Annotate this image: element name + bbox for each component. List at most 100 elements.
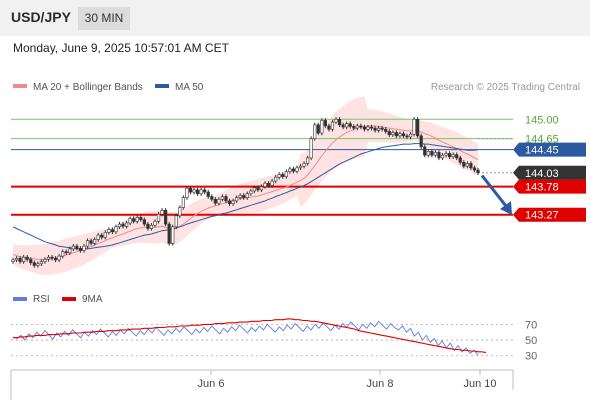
- candle-body: [366, 126, 370, 130]
- candle-body: [412, 119, 416, 135]
- candle-body: [220, 196, 225, 200]
- moving-averages: [12, 125, 479, 260]
- x-axis-ticks: Jun 6 Jun 8 Jun 10: [198, 370, 497, 390]
- candle-body: [320, 120, 324, 134]
- candle-body: [387, 131, 391, 136]
- level-badge-143.78: [513, 179, 586, 194]
- candle-body: [224, 196, 228, 202]
- candle-body: [369, 126, 374, 129]
- forecast-arrow-head: [500, 201, 512, 216]
- candle-body: [46, 256, 51, 260]
- level-lines: [11, 118, 513, 216]
- candle-body: [341, 124, 345, 128]
- candle-body: [114, 226, 118, 233]
- candle-body: [85, 240, 90, 247]
- candle-body: [117, 223, 122, 228]
- candle-body: [153, 221, 157, 226]
- timestamp: Monday, June 9, 2025 10:57:01 AM CET: [13, 41, 229, 55]
- candle-body: [345, 123, 349, 128]
- candle-body: [43, 259, 47, 262]
- level-badge-144.45: [513, 142, 586, 157]
- candle-body: [433, 152, 438, 156]
- candle-body: [408, 133, 413, 138]
- candle-body: [124, 222, 129, 227]
- candle-body: [171, 226, 175, 244]
- candle-body: [121, 223, 125, 227]
- candle-body: [455, 154, 459, 159]
- candle-body: [476, 169, 480, 174]
- x-tick-label: Jun 8: [367, 378, 394, 390]
- candle-body: [231, 200, 235, 204]
- candle-body: [142, 219, 146, 225]
- candle-body: [377, 127, 381, 131]
- candle-body: [71, 245, 75, 250]
- candle-body: [227, 200, 232, 204]
- candle-body: [25, 256, 29, 260]
- ma9-legend-label: 9MA: [82, 294, 103, 305]
- forecast-arrow: [480, 174, 512, 216]
- candle-body: [465, 163, 469, 167]
- candle-body: [50, 256, 54, 259]
- candle-body: [259, 186, 264, 191]
- candle-body: [419, 135, 423, 148]
- candle-body: [53, 257, 58, 261]
- ma50-legend-label: MA 50: [175, 82, 204, 93]
- candle-body: [274, 176, 278, 182]
- candle-body: [174, 215, 178, 228]
- ma20-legend-label: MA 20 + Bollinger Bands: [33, 82, 143, 93]
- candle-body: [316, 124, 320, 134]
- candle-body: [39, 261, 43, 265]
- candle-body: [128, 218, 132, 224]
- candle-body: [75, 245, 79, 249]
- candle-body: [160, 210, 164, 215]
- candle-body: [362, 126, 367, 130]
- rsi-line: [12, 320, 479, 356]
- candle-body: [93, 239, 97, 244]
- candle-body: [82, 245, 86, 251]
- candle-body: [213, 198, 217, 204]
- rsi-tick-30: 30: [525, 351, 537, 363]
- rsi-tick-50: 50: [525, 335, 537, 347]
- candle-body: [270, 180, 274, 186]
- candle-body: [167, 223, 171, 244]
- candle-body: [352, 126, 356, 129]
- candle-body: [249, 190, 253, 195]
- candle-body: [107, 229, 111, 233]
- candle-body: [284, 171, 288, 177]
- candle-body: [235, 197, 239, 202]
- level-badge-144.03: [513, 165, 586, 180]
- candle-body: [298, 165, 303, 169]
- ma50-legend-swatch: [155, 84, 169, 88]
- candle-body: [398, 133, 402, 137]
- ma50-line: [12, 143, 479, 250]
- candle-body: [195, 189, 200, 195]
- candle-body: [405, 135, 409, 138]
- candle-body: [18, 257, 22, 262]
- candle-body: [245, 193, 249, 198]
- candle-body: [206, 191, 210, 197]
- candle-body: [423, 146, 427, 156]
- candle-body: [462, 162, 466, 167]
- candle-body: [458, 157, 462, 163]
- candle-body: [14, 257, 19, 261]
- candle-body: [448, 153, 452, 158]
- level-badge-143.27: [513, 207, 586, 222]
- candle-body: [61, 251, 65, 257]
- rsi-tick-70: 70: [525, 319, 537, 331]
- candle-body: [203, 189, 207, 193]
- candle-body: [96, 234, 100, 240]
- candle-body: [295, 167, 299, 172]
- timeframe-button[interactable]: 30 MIN: [78, 7, 130, 30]
- candle-body: [110, 229, 114, 233]
- candle-body: [199, 189, 203, 195]
- candle-body: [217, 198, 221, 204]
- candle-body: [416, 119, 420, 137]
- candle-body: [440, 154, 445, 159]
- rsi-panel: 30 50 70: [11, 318, 537, 363]
- candle-body: [210, 196, 214, 200]
- candle-body: [394, 132, 398, 137]
- ma20-line: [12, 125, 479, 260]
- rsi-legend-label: RSI: [33, 294, 50, 305]
- bollinger-band-area: [13, 96, 478, 275]
